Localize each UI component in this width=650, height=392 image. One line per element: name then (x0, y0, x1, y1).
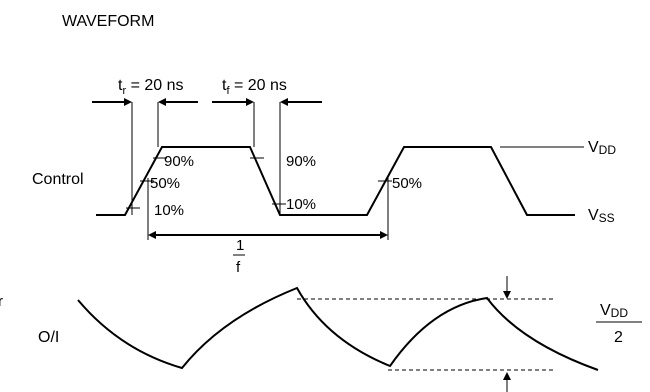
rise-time-arrows (92, 98, 198, 106)
period-numerator: 1 (236, 237, 244, 254)
label-50-mid: 50% (392, 175, 422, 192)
label-90-left: 90% (164, 153, 194, 170)
diagram-title: WAVEFORM (62, 13, 154, 30)
control-label: Control (32, 171, 84, 188)
period-arrow (148, 231, 388, 239)
level-ticks (126, 157, 392, 209)
half-vdd-denominator: 2 (614, 329, 623, 346)
oi-waveform (77, 286, 599, 371)
period-denominator: f (236, 259, 241, 276)
oi-label: O/I (38, 329, 59, 346)
amplitude-arrows (503, 276, 511, 392)
reference-lines (131, 102, 389, 240)
fall-time-arrows (212, 98, 322, 106)
label-10-left: 10% (154, 202, 184, 219)
vdd-label: VDD (588, 139, 616, 157)
rise-time-label: tr = 20 ns (118, 77, 184, 97)
label-50-left: 50% (150, 175, 180, 192)
vss-label: VSS (588, 207, 615, 225)
label-10-right: 10% (286, 196, 316, 213)
edge-cut-label: r (0, 293, 3, 310)
fall-time-label: tf = 20 ns (222, 77, 287, 97)
half-vdd-numerator: VDD (600, 302, 628, 320)
label-90-right: 90% (286, 153, 316, 170)
